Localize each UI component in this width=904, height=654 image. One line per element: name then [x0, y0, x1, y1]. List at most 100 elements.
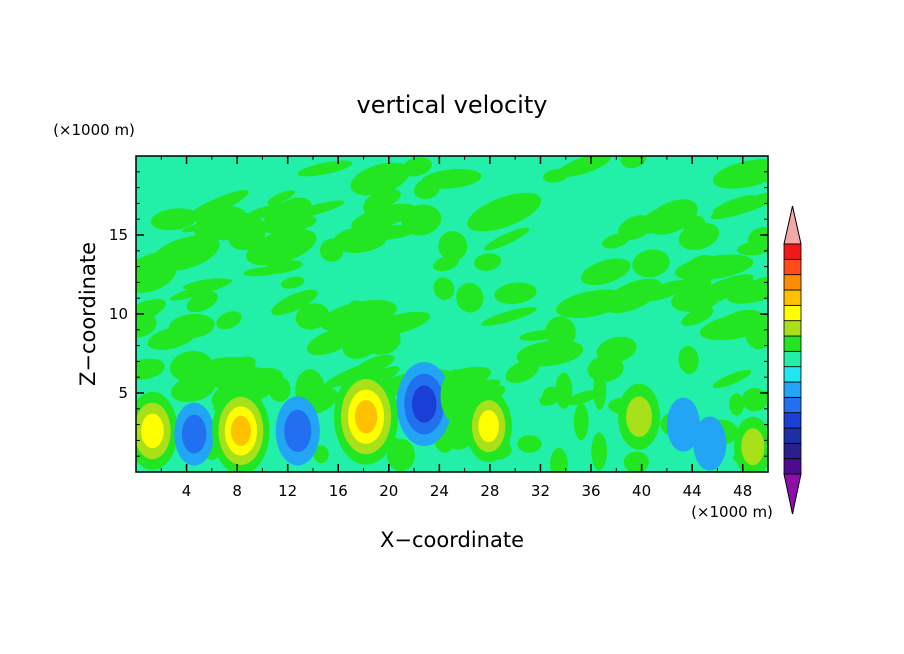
contour-patch [169, 279, 233, 301]
colorbar-swatch [783, 458, 802, 475]
x-tick-label: 48 [733, 482, 752, 500]
colorbar-swatch [783, 350, 802, 368]
contour-patch [678, 222, 720, 250]
contour-ring [141, 413, 164, 449]
contour-patch [438, 231, 468, 261]
contour-ring [666, 397, 700, 452]
y-axis-unit: (×1000 m) [53, 121, 135, 139]
y-tick-label: 5 [118, 384, 128, 402]
contour-patch [185, 357, 256, 387]
contour-ring [181, 414, 207, 454]
contour-patch [519, 329, 561, 341]
contour-patch [150, 208, 198, 231]
colorbar-under-arrow [783, 473, 802, 515]
updraft-cell [334, 368, 399, 465]
contour-ring [411, 385, 437, 423]
y-axis-label: Z−coordinate [76, 242, 100, 386]
contour-patch [737, 241, 768, 256]
contour-patch [580, 258, 631, 286]
contour-patch [741, 387, 768, 412]
plot-area [136, 156, 768, 472]
velocity-cells [136, 362, 768, 472]
contour-patch [333, 226, 388, 254]
contour-patch [712, 159, 768, 189]
downdraft-cell [666, 397, 700, 452]
colorbar-swatch [783, 258, 802, 276]
colorbar-tick-label: 18 [809, 0, 827, 4]
colorbar-swatch [783, 320, 802, 337]
contour-ring [693, 416, 727, 471]
contour-patch [557, 156, 612, 178]
colorbar-swatch [783, 366, 802, 383]
y-axis: 5 10 15 [109, 171, 768, 457]
contour-patch [729, 393, 744, 416]
updraft-cell [734, 416, 768, 472]
contour-patch [573, 403, 589, 441]
contour-patch [712, 369, 752, 389]
x-tick-label: 24 [430, 482, 449, 500]
contour-patch [136, 358, 165, 380]
contour-ring [354, 400, 378, 434]
contour-patch [593, 371, 607, 410]
contour-patch [727, 274, 768, 304]
contour-patch [596, 336, 637, 363]
contour-patch [258, 214, 317, 234]
contour-patch [678, 345, 699, 375]
colorbar-swatch [783, 396, 802, 414]
x-tick-label: 12 [278, 482, 297, 500]
updraft-cell [618, 383, 661, 450]
contour-patch [433, 277, 455, 300]
contour-patch [481, 307, 537, 326]
contour-patch [687, 274, 754, 308]
contour-patch [635, 201, 693, 235]
downdraft-cell [275, 396, 320, 466]
colorbar-swatch [783, 289, 802, 306]
chart-title: vertical velocity [357, 91, 548, 119]
x-axis-label: X−coordinate [380, 528, 524, 552]
x-axis: 4 8 12 16 20 24 28 32 36 40 44 48 [160, 156, 752, 500]
contour-patch [591, 432, 608, 471]
x-tick-label: 36 [581, 482, 600, 500]
downdraft-cell [396, 362, 452, 447]
contour-patch [313, 445, 329, 464]
contour-patch [566, 390, 600, 406]
contour-patch [555, 372, 573, 409]
contour-patch [363, 193, 394, 221]
contour-patch [620, 156, 647, 169]
contour-patch [623, 451, 649, 472]
contour-patch [136, 265, 176, 293]
contour-patch [467, 192, 542, 232]
contour-patch [505, 360, 539, 384]
contour-patch [350, 162, 410, 196]
contour-patch [710, 191, 768, 220]
y-tick-label: 15 [109, 226, 128, 244]
contour-patch [688, 255, 714, 269]
x-tick-label: 8 [232, 482, 242, 500]
contour-patch [516, 340, 584, 367]
contour-patch [550, 447, 568, 472]
colorbar-swatch [783, 442, 802, 460]
contour-patch [280, 276, 305, 289]
x-tick-label: 16 [329, 482, 348, 500]
colorbar-swatch [783, 427, 802, 444]
updraft-cell [440, 369, 474, 424]
x-axis-unit: (×1000 m) [691, 503, 773, 521]
contour-ring [440, 369, 474, 424]
colorbar-swatch [783, 243, 802, 260]
contour-patch [267, 190, 296, 205]
colorbar-swatch [783, 304, 802, 322]
contour-patch [243, 266, 282, 277]
colorbar-tick-label: 12 [809, 0, 827, 4]
x-tick-label: 28 [480, 482, 499, 500]
contour-patch [297, 160, 353, 177]
contour-patch [216, 311, 242, 330]
contour-patch [484, 227, 530, 251]
contour-patch [136, 309, 157, 338]
x-tick-label: 40 [632, 482, 651, 500]
contour-ring [478, 410, 499, 443]
contour-patch [181, 190, 249, 224]
downdraft-cell [693, 416, 727, 471]
contour-patch [147, 326, 197, 350]
contour-patch [745, 322, 768, 350]
